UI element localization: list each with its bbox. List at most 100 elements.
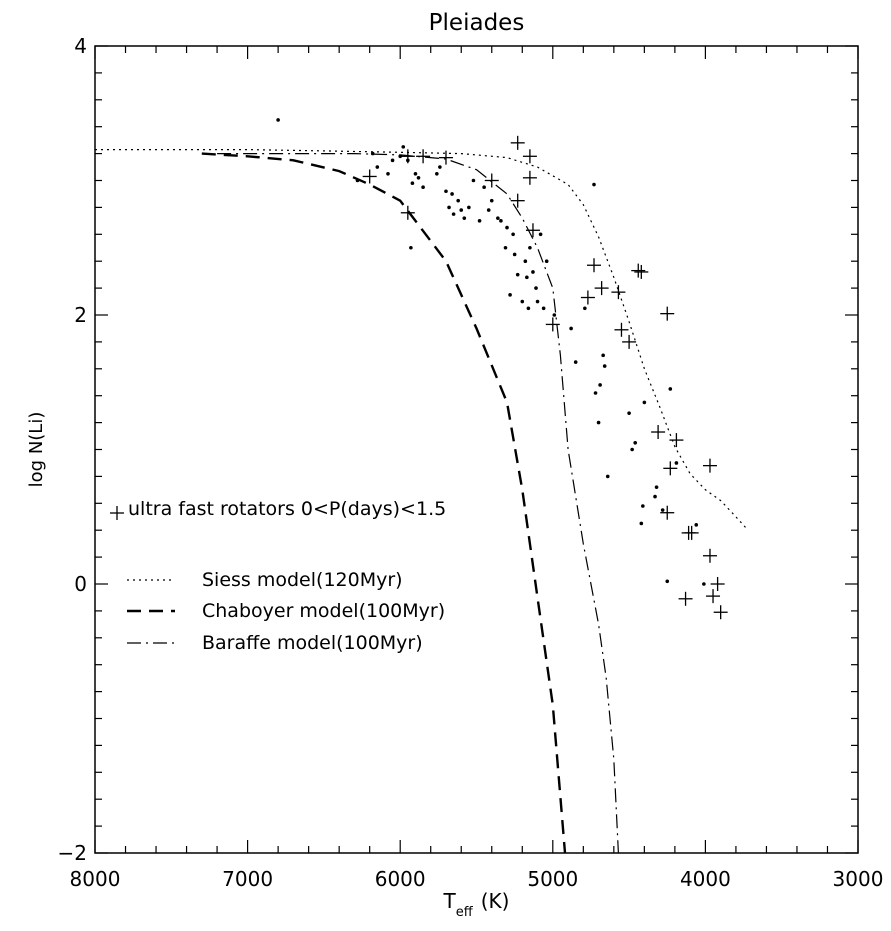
dot-point (496, 216, 500, 220)
x-axis-label-subscript: eff (456, 905, 474, 920)
dot-point (523, 259, 528, 264)
y-axis-label: log N(Li) (26, 412, 47, 488)
plus-point (678, 591, 693, 606)
plot-frame (94, 45, 859, 854)
plus-point (611, 285, 626, 300)
dot-point (605, 474, 610, 479)
dot-point (552, 313, 557, 317)
plus-point (702, 548, 717, 563)
dot-point (505, 225, 509, 230)
dot-point (421, 185, 425, 190)
legend-label-rotators: ultra fast rotators 0<P(days)<1.5 (128, 498, 446, 520)
x-axis-label: Teff (K) (443, 889, 510, 920)
legend: ultra fast rotators 0<P(days)<1.5 Siess m… (110, 498, 446, 654)
dot-point (375, 165, 380, 169)
dot-point (503, 245, 508, 250)
plus-point (713, 605, 728, 620)
dot-point (627, 411, 631, 415)
plus-point (362, 169, 377, 184)
x-tick-label: 4000 (680, 867, 731, 891)
dot-point (593, 391, 598, 395)
plus-point (614, 322, 629, 337)
y-tick-label: −2 (58, 841, 87, 865)
plus-point (438, 150, 453, 165)
dot-point (702, 582, 706, 586)
plus-point (522, 170, 537, 185)
plus-point (710, 577, 725, 591)
dot-point (406, 158, 410, 163)
dot-point (531, 270, 535, 274)
dot-point (409, 245, 413, 250)
dot-point (660, 508, 665, 512)
dot-point (541, 306, 546, 311)
dot-point (633, 440, 638, 445)
dot-point (665, 579, 670, 584)
plus-point (634, 264, 649, 279)
plus-point (416, 149, 431, 164)
dot-point (451, 212, 456, 216)
plus-point (400, 205, 415, 220)
y-tick-label: 4 (74, 34, 87, 58)
dot-point (438, 165, 442, 169)
plus-point (525, 223, 540, 238)
y-tick-label: 0 (74, 572, 87, 596)
dot-point (489, 198, 494, 203)
dot-point (482, 185, 486, 190)
dot-point (390, 158, 395, 163)
dot-point (668, 387, 673, 391)
plus-point (651, 425, 666, 440)
dot-point (486, 208, 491, 212)
dot-point (596, 420, 601, 425)
x-tick-label: 3000 (833, 867, 884, 891)
dot-point (512, 252, 517, 257)
plus-point (663, 461, 678, 476)
dot-point (450, 192, 454, 196)
dot-point (674, 461, 679, 465)
dot-point (694, 523, 699, 527)
series-line-3 (201, 152, 567, 853)
plus-point (580, 290, 595, 305)
plus-point (684, 525, 699, 540)
dot-point (370, 151, 375, 156)
dot-point (477, 219, 482, 223)
dot-point (398, 154, 403, 159)
plus-point (622, 334, 637, 349)
dot-point (535, 299, 540, 304)
x-tick-label: 8000 (70, 867, 121, 891)
plus-point (631, 263, 646, 278)
dot-point (515, 272, 520, 277)
dot-point (467, 205, 471, 210)
plus-point (706, 589, 721, 604)
dot-point (520, 299, 525, 304)
plus-point (669, 433, 684, 448)
dot-point (654, 485, 659, 489)
dot-point (456, 198, 460, 203)
x-axis-label-unit: (K) (481, 889, 510, 913)
dot-point (462, 216, 467, 220)
plus-point (545, 317, 560, 332)
dot-point (653, 494, 657, 499)
dot-point (386, 171, 390, 176)
data-points (276, 118, 728, 620)
dot-point (413, 171, 418, 176)
plus-point (660, 306, 675, 321)
dot-point (499, 219, 503, 223)
model-lines (95, 149, 749, 853)
dot-point (511, 232, 515, 237)
dot-point (416, 176, 421, 180)
dot-point (583, 306, 587, 311)
x-tick-label: 6000 (375, 867, 426, 891)
plus-point (484, 173, 499, 188)
x-tick-label: 7000 (222, 867, 273, 891)
plus-point (510, 135, 525, 150)
plus-point (510, 193, 525, 208)
y-tick-label: 2 (74, 303, 87, 327)
series-line-2 (95, 149, 749, 531)
dot-point (601, 353, 605, 358)
dot-point (508, 293, 512, 297)
dot-point (642, 400, 647, 405)
series-line-4 (217, 153, 619, 853)
dot-point (276, 118, 280, 122)
dot-point (592, 182, 596, 187)
x-axis-label-main: T (443, 889, 457, 913)
